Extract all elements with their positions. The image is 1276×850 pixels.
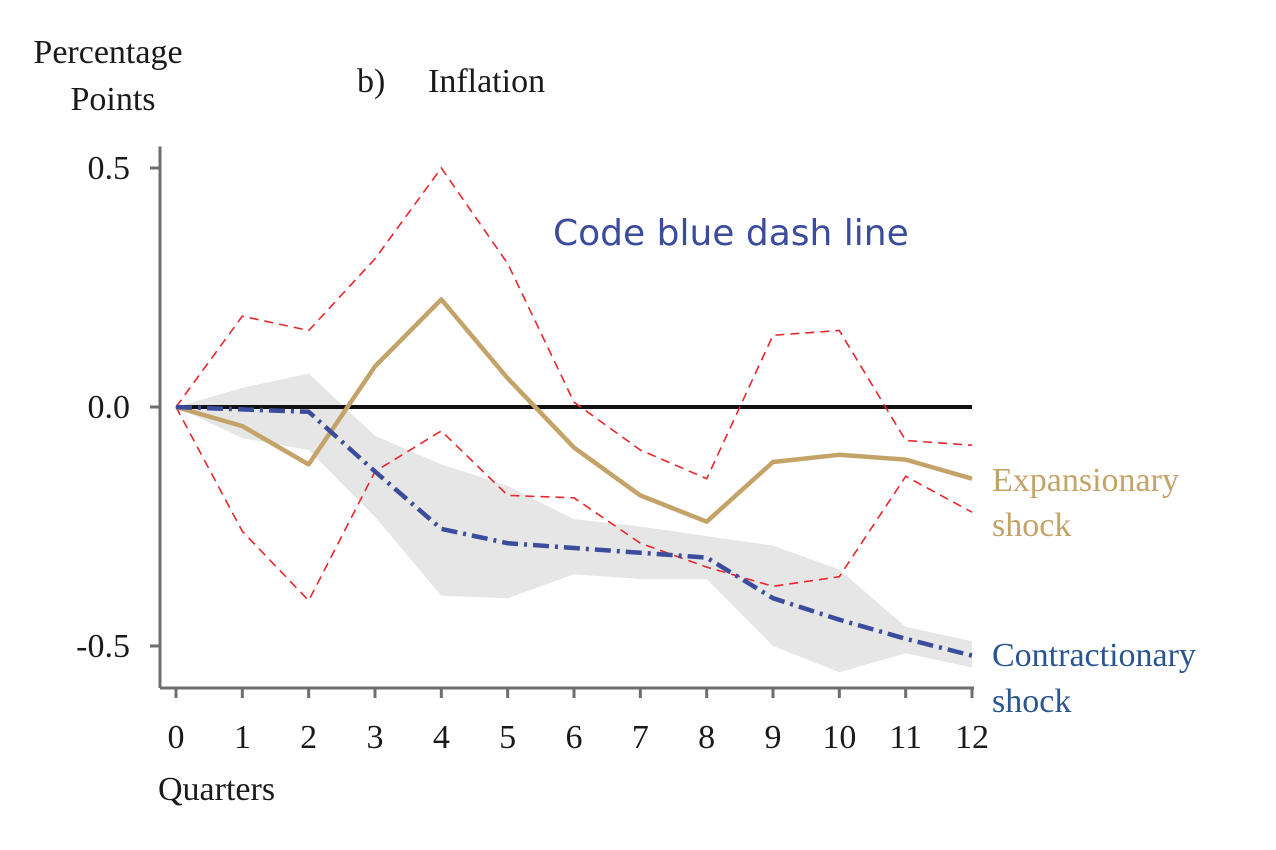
- chart-title: Inflation: [428, 63, 545, 100]
- x-axis-label: Quarters: [158, 771, 275, 808]
- series-label-expansionary-line2: shock: [992, 507, 1071, 544]
- error-band-lower-expansionary: [175, 406, 973, 602]
- x-tick-label: 7: [632, 719, 649, 756]
- x-tick-label: 11: [889, 719, 922, 756]
- x-tick-label: 0: [168, 719, 185, 756]
- x-tick-label: 12: [955, 719, 989, 756]
- x-tick-label: 3: [367, 719, 384, 756]
- y-tick-label: 0.0: [88, 389, 131, 426]
- axes-layer: [150, 146, 974, 698]
- x-tick-label: 5: [499, 719, 516, 756]
- tick-labels-layer: 0.50.0-0.50 1 2 3 4 5 6 7 8 9 10 11 12: [76, 150, 989, 756]
- series-label-contractionary-line1: Contractionary: [992, 637, 1196, 674]
- x-tick-label: 1: [234, 719, 251, 756]
- chart-annotation: Code blue dash line: [553, 213, 909, 254]
- chart-title-prefix: b): [357, 63, 385, 100]
- x-tick-label: 10: [822, 719, 856, 756]
- x-tick-label: 6: [566, 719, 583, 756]
- x-tick-label: 8: [698, 719, 715, 756]
- series-label-expansionary-line1: Expansionary: [992, 462, 1179, 499]
- series-line-expansionary: [175, 297, 973, 524]
- series-lines-layer: [175, 297, 973, 658]
- confidence-band-layer: [176, 373, 972, 673]
- y-tick-label: -0.5: [76, 628, 130, 665]
- y-tick-label: 0.5: [88, 150, 131, 187]
- error-band-upper-expansionary: [175, 166, 973, 480]
- error-band-lines-layer: [175, 166, 973, 602]
- confidence-band-contractionary: [176, 373, 972, 673]
- y-axis-label-line1: Percentage: [33, 34, 182, 71]
- x-tick-label: 2: [300, 719, 317, 756]
- x-tick-label: 9: [765, 719, 782, 756]
- series-label-contractionary-line2: shock: [992, 683, 1071, 720]
- y-axis-label-line2: Points: [70, 81, 155, 118]
- series-line-contractionary: [175, 404, 973, 658]
- x-tick-label: 4: [433, 719, 450, 756]
